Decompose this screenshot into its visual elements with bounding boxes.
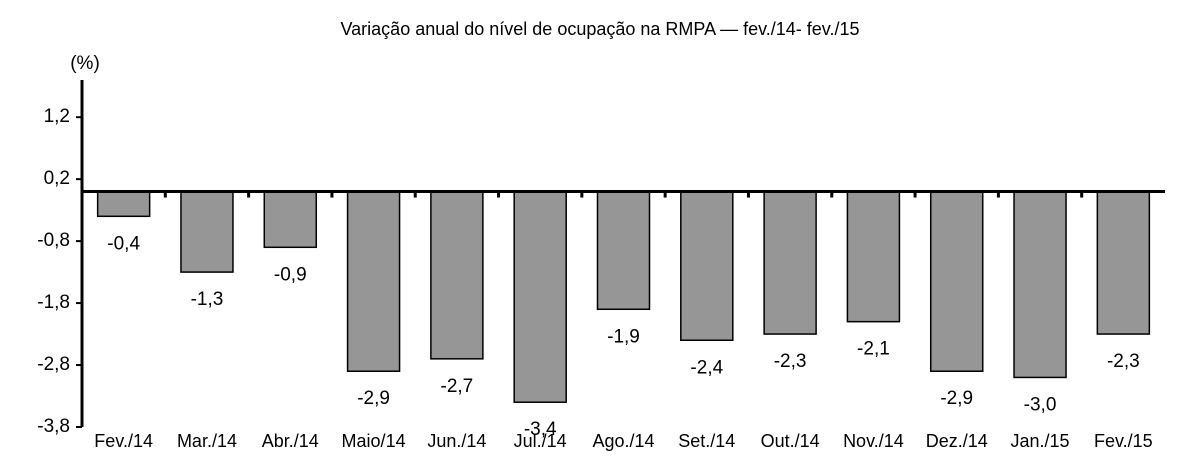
x-tick-label: Dez./14 <box>926 431 988 451</box>
value-label: -3,4 <box>524 419 557 440</box>
x-tick-label: Out./14 <box>761 431 820 451</box>
y-tick-label: -0,8 <box>37 230 70 251</box>
x-tick-label: Maio/14 <box>342 431 406 451</box>
bar <box>96 190 151 218</box>
value-label: -3,0 <box>1024 394 1057 415</box>
x-tick-label: Abr./14 <box>262 431 319 451</box>
bar <box>846 190 901 323</box>
value-label: -2,9 <box>357 388 390 409</box>
bar <box>513 190 567 403</box>
x-tick-label: Nov./14 <box>843 431 904 451</box>
x-tick-label: Fev./14 <box>94 431 153 451</box>
bar <box>430 190 484 360</box>
value-label: -2,9 <box>940 388 973 409</box>
value-label: -1,9 <box>607 326 640 347</box>
bar <box>929 190 984 372</box>
value-label: -2,3 <box>774 351 807 372</box>
x-tick-label: Mar./14 <box>177 431 237 451</box>
y-tick-label: 1,2 <box>44 106 70 127</box>
value-label: -0,4 <box>107 233 140 254</box>
bar <box>680 190 734 341</box>
x-tick-label: Jul./14 <box>514 431 567 451</box>
bar <box>1013 190 1067 379</box>
y-tick-label: -2,8 <box>37 354 70 375</box>
value-label: -2,1 <box>857 339 890 360</box>
x-tick-label: Fev./15 <box>1094 431 1153 451</box>
x-tick-label: Jun./14 <box>427 431 486 451</box>
chart-title: Variação anual do nível de ocupação na R… <box>341 19 860 39</box>
bar <box>180 190 234 273</box>
x-tick-label: Set./14 <box>678 431 735 451</box>
value-label: -0,9 <box>274 264 307 285</box>
bar <box>263 190 318 249</box>
bar <box>346 190 401 372</box>
y-tick-label: 0,2 <box>44 168 70 189</box>
value-label: -2,7 <box>441 376 474 397</box>
value-label: -1,3 <box>191 289 224 310</box>
bar <box>763 190 817 335</box>
y-tick-label: -3,8 <box>37 416 70 437</box>
value-label: -2,3 <box>1107 351 1140 372</box>
x-tick-label: Jan./15 <box>1011 431 1070 451</box>
bar <box>596 190 651 311</box>
y-axis-label: (%) <box>70 53 100 74</box>
x-tick-label: Ago./14 <box>592 431 654 451</box>
y-tick-label: -1,8 <box>37 292 70 313</box>
bar <box>1096 190 1151 335</box>
value-label: -2,4 <box>690 357 723 378</box>
